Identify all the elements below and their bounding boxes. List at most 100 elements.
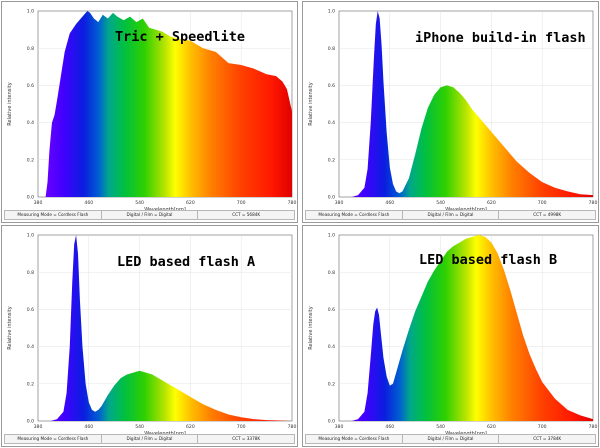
data-point — [491, 242, 492, 243]
data-point — [555, 187, 556, 188]
data-point — [76, 235, 77, 236]
data-point — [529, 172, 530, 173]
data-point — [421, 296, 422, 297]
x-tick-label: 540 — [436, 424, 445, 430]
x-tick-label: 380 — [335, 200, 344, 206]
data-point — [228, 414, 229, 415]
x-tick-label: 620 — [186, 200, 195, 206]
data-point — [254, 419, 255, 420]
y-tick-label: 0.2 — [328, 157, 335, 163]
y-tick-label: 0.8 — [27, 46, 34, 52]
data-point — [504, 270, 505, 271]
x-tick-label: 460 — [84, 424, 93, 430]
data-point — [453, 246, 454, 247]
data-point — [57, 419, 58, 420]
status-bar-1: Measuring Mode = Cordless Flash Digital … — [4, 210, 295, 220]
status-digital-film: Digital / Film = Digital — [100, 211, 198, 219]
y-tick-label: 0.8 — [27, 270, 34, 276]
data-point — [409, 330, 410, 331]
data-point — [123, 20, 124, 21]
data-point — [215, 52, 216, 53]
data-point — [375, 24, 376, 25]
data-point — [472, 237, 473, 238]
data-point — [108, 395, 109, 396]
data-point — [428, 281, 429, 282]
data-point — [85, 13, 86, 14]
data-point — [351, 421, 352, 422]
data-point — [593, 195, 594, 196]
data-point — [38, 197, 39, 198]
status-measuring-mode: Measuring Mode = Cordless Flash — [318, 212, 390, 217]
data-point — [139, 370, 140, 371]
chart-title: iPhone build-in flash — [415, 30, 586, 46]
data-point — [434, 94, 435, 95]
x-tick-label: 620 — [487, 424, 496, 430]
y-tick-label: 1.0 — [328, 9, 335, 15]
data-point — [98, 409, 99, 410]
status-cct: CCT = 5684K — [197, 211, 294, 219]
data-point — [351, 197, 352, 198]
x-tick-label: 620 — [487, 200, 496, 206]
status-digital-film: Digital / Film = Digital — [401, 435, 499, 443]
data-point — [542, 382, 543, 383]
data-point — [389, 167, 390, 168]
data-point — [377, 11, 378, 12]
data-point — [87, 11, 88, 12]
y-tick-label: 0.6 — [328, 83, 335, 89]
y-tick-label: 0.4 — [27, 344, 34, 350]
data-point — [76, 24, 77, 25]
data-point — [82, 16, 83, 17]
data-point — [375, 311, 376, 312]
data-point — [190, 396, 191, 397]
data-point — [367, 169, 368, 170]
data-point — [114, 385, 115, 386]
data-point — [117, 16, 118, 17]
x-tick-label: 700 — [237, 424, 246, 430]
chart-title: Tric + Speedlite — [115, 29, 245, 45]
y-tick-label: 1.0 — [27, 233, 34, 239]
y-tick-label: 1.0 — [328, 233, 335, 239]
data-point — [516, 313, 517, 314]
data-point — [66, 393, 67, 394]
data-point — [90, 13, 91, 14]
y-tick-label: 0.0 — [27, 195, 34, 201]
status-measuring-mode: Measuring Mode = Cordless Flash — [318, 436, 390, 441]
x-tick-label: 460 — [385, 200, 394, 206]
spectrum-chart-2: 0.00.20.40.60.81.0380460540620700780Wave… — [308, 9, 597, 213]
y-tick-label: 0.6 — [328, 307, 335, 313]
data-point — [491, 132, 492, 133]
data-point — [516, 161, 517, 162]
status-bar-2: Measuring Mode = Cordless Flash Digital … — [305, 210, 596, 220]
data-point — [203, 48, 204, 49]
data-point — [177, 389, 178, 390]
chart-panel-2: 0.00.20.40.60.81.0380460540620700780Wave… — [302, 1, 599, 223]
data-point — [241, 65, 242, 66]
data-point — [396, 372, 397, 373]
status-digital-film: Digital / Film = Digital — [100, 435, 198, 443]
status-measuring-mode: Measuring Mode = Cordless Flash — [17, 436, 89, 441]
data-point — [466, 100, 467, 101]
y-tick-label: 0.2 — [328, 381, 335, 387]
x-tick-label: 700 — [237, 200, 246, 206]
data-point — [146, 372, 147, 373]
data-point — [95, 411, 96, 412]
data-point — [69, 346, 70, 347]
data-point — [421, 128, 422, 129]
y-axis-label: Relative intensity — [308, 82, 314, 125]
data-point — [72, 281, 73, 282]
data-point — [149, 27, 150, 28]
x-tick-label: 460 — [385, 424, 394, 430]
data-point — [339, 421, 340, 422]
data-point — [69, 33, 70, 34]
data-point — [434, 270, 435, 271]
y-tick-label: 0.4 — [27, 120, 34, 126]
data-point — [85, 383, 86, 384]
spectrum-area — [339, 235, 593, 421]
y-tick-label: 0.2 — [27, 157, 34, 163]
data-point — [94, 18, 95, 19]
data-point — [152, 374, 153, 375]
status-bar-4: Measuring Mode = Cordless Flash Digital … — [305, 434, 596, 444]
data-point — [266, 74, 267, 75]
data-point — [393, 184, 394, 185]
data-point — [472, 109, 473, 110]
